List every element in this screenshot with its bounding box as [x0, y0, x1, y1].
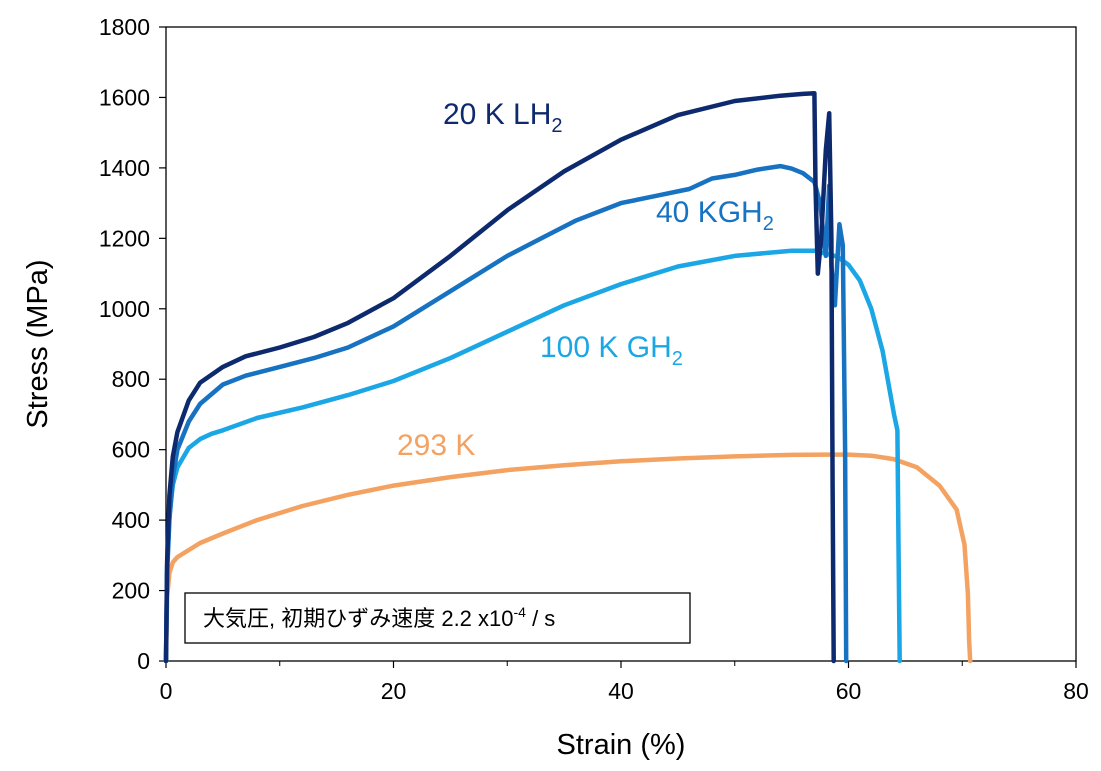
series-layer: [163, 90, 973, 664]
y-tick-label: 800: [112, 366, 150, 392]
y-tick-label: 600: [112, 437, 150, 463]
series-line-1: [163, 248, 902, 664]
y-tick-label: 1600: [99, 84, 150, 110]
y-tick-label: 400: [112, 507, 150, 533]
x-tick-label: 20: [381, 678, 407, 704]
x-tick-label: 60: [836, 678, 862, 704]
condition-note-box: [184, 592, 691, 644]
series-label-subscript: 2: [763, 213, 774, 235]
y-axis-title: Stress (MPa): [22, 259, 54, 428]
x-tick-label: 0: [160, 678, 173, 704]
series-label-main: 20 K LH: [443, 98, 551, 131]
series-label-main: 100 K GH: [540, 331, 672, 364]
condition-note-main: 大気圧, 初期ひずみ速度 2.2 x10: [203, 606, 514, 631]
x-axis: 0 20 40 60 80: [160, 661, 1089, 704]
y-tick-label: 1200: [99, 225, 150, 251]
y-tick-label: 0: [137, 648, 150, 674]
series-label-0: 293 K: [397, 429, 475, 462]
x-tick-label: 80: [1063, 678, 1089, 704]
series-line-3: [163, 90, 836, 664]
series-label-1: 100 K GH2: [540, 331, 683, 370]
series-line-0: [163, 452, 973, 664]
x-axis-title: Strain (%): [557, 729, 686, 761]
y-axis: 0 200 400 600 800 1000 1200 1400 1600 1800: [99, 14, 166, 674]
y-tick-label: 200: [112, 578, 150, 604]
condition-note: 大気圧, 初期ひずみ速度 2.2 x10-4 / s: [184, 592, 691, 644]
series-label-main: 40 KGH: [656, 196, 763, 229]
series-label-3: 20 K LH2: [443, 98, 563, 137]
y-tick-label: 1000: [99, 296, 150, 322]
series-label-subscript: 2: [551, 115, 562, 137]
series-label-2: 40 KGH2: [656, 196, 774, 235]
condition-note-text: 大気圧, 初期ひずみ速度 2.2 x10-4 / s: [203, 604, 555, 631]
series-label-main: 293 K: [397, 429, 475, 462]
condition-note-unit: / s: [526, 606, 555, 631]
condition-note-exponent: -4: [514, 604, 527, 620]
x-tick-label: 40: [608, 678, 634, 704]
series-label-subscript: 2: [672, 348, 683, 370]
y-tick-label: 1400: [99, 155, 150, 181]
y-tick-label: 1800: [99, 14, 150, 40]
